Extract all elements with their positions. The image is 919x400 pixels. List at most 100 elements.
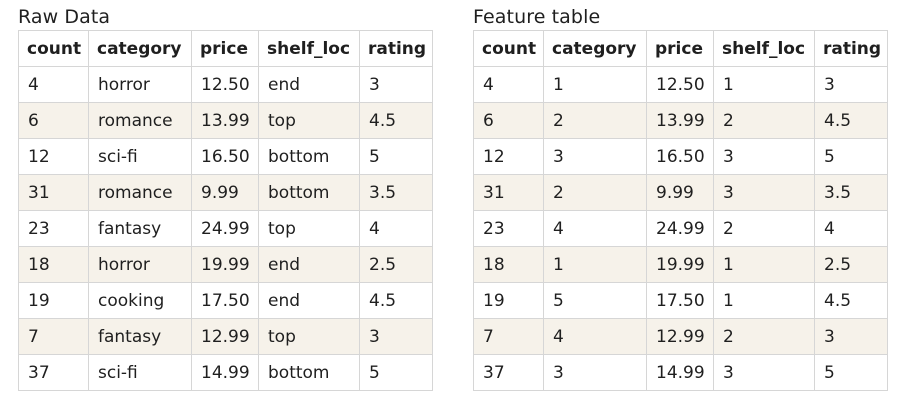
table-cell: 12 xyxy=(18,138,89,175)
table-cell: 2 xyxy=(543,174,647,211)
table-cell: top xyxy=(258,102,360,139)
table-row: 7 fantasy 12.99 top 3 xyxy=(18,318,433,355)
feature-table-body: 4 1 12.50 1 3 6 2 13.99 2 4.5 12 3 16.50… xyxy=(473,66,888,391)
table-cell: 9.99 xyxy=(191,174,259,211)
table-cell: 17.50 xyxy=(191,282,259,319)
raw-header-row: count category price shelf_loc rating xyxy=(18,30,433,67)
table-cell: 6 xyxy=(18,102,89,139)
table-row: 23 fantasy 24.99 top 4 xyxy=(18,210,433,247)
table-cell: sci-fi xyxy=(88,138,192,175)
table-cell: 2 xyxy=(543,102,647,139)
table-cell: bottom xyxy=(258,138,360,175)
table-cell: horror xyxy=(88,66,192,103)
table-cell: 17.50 xyxy=(646,282,714,319)
table-cell: 2.5 xyxy=(814,246,888,283)
table-cell: 4 xyxy=(814,210,888,247)
table-cell: 3 xyxy=(359,66,433,103)
table-cell: 19 xyxy=(473,282,544,319)
table-cell: 3.5 xyxy=(359,174,433,211)
table-cell: 5 xyxy=(543,282,647,319)
table-row: 4 1 12.50 1 3 xyxy=(473,66,888,103)
raw-header-category: category xyxy=(88,30,192,67)
feature-header-shelf-loc: shelf_loc xyxy=(713,30,815,67)
feature-table: count category price shelf_loc rating 4 … xyxy=(473,30,888,391)
raw-data-title: Raw Data xyxy=(18,6,111,28)
table-row: 12 sci-fi 16.50 bottom 5 xyxy=(18,138,433,175)
table-cell: bottom xyxy=(258,174,360,211)
table-cell: 12.50 xyxy=(191,66,259,103)
raw-header-shelf-loc: shelf_loc xyxy=(258,30,360,67)
table-cell: 1 xyxy=(713,246,815,283)
table-row: 37 3 14.99 3 5 xyxy=(473,354,888,391)
raw-data-panel: Raw Data count category price shelf_loc … xyxy=(18,4,433,391)
table-cell: 4.5 xyxy=(359,282,433,319)
table-cell: 4.5 xyxy=(814,282,888,319)
raw-header-rating: rating xyxy=(359,30,433,67)
table-cell: 5 xyxy=(814,354,888,391)
table-cell: 18 xyxy=(473,246,544,283)
table-cell: 1 xyxy=(713,66,815,103)
table-cell: fantasy xyxy=(88,318,192,355)
table-cell: 14.99 xyxy=(191,354,259,391)
table-cell: 5 xyxy=(359,138,433,175)
table-row: 19 cooking 17.50 end 4.5 xyxy=(18,282,433,319)
table-cell: 23 xyxy=(473,210,544,247)
feature-header-price: price xyxy=(646,30,714,67)
table-cell: end xyxy=(258,282,360,319)
table-row: 37 sci-fi 14.99 bottom 5 xyxy=(18,354,433,391)
table-cell: 7 xyxy=(18,318,89,355)
table-cell: 19 xyxy=(18,282,89,319)
feature-header-row: count category price shelf_loc rating xyxy=(473,30,888,67)
table-row: 18 1 19.99 1 2.5 xyxy=(473,246,888,283)
table-row: 31 romance 9.99 bottom 3.5 xyxy=(18,174,433,211)
table-row: 18 horror 19.99 end 2.5 xyxy=(18,246,433,283)
table-row: 7 4 12.99 2 3 xyxy=(473,318,888,355)
table-cell: bottom xyxy=(258,354,360,391)
table-cell: 31 xyxy=(473,174,544,211)
raw-table-body: 4 horror 12.50 end 3 6 romance 13.99 top… xyxy=(18,66,433,391)
table-cell: 4.5 xyxy=(814,102,888,139)
table-cell: 23 xyxy=(18,210,89,247)
table-cell: 3 xyxy=(359,318,433,355)
table-cell: 1 xyxy=(543,66,647,103)
table-row: 4 horror 12.50 end 3 xyxy=(18,66,433,103)
table-cell: 12 xyxy=(473,138,544,175)
table-cell: 18 xyxy=(18,246,89,283)
table-cell: 12.50 xyxy=(646,66,714,103)
feature-header-category: category xyxy=(543,30,647,67)
table-cell: 4 xyxy=(473,66,544,103)
raw-header-price: price xyxy=(191,30,259,67)
table-row: 31 2 9.99 3 3.5 xyxy=(473,174,888,211)
table-cell: 3 xyxy=(713,174,815,211)
table-cell: 4.5 xyxy=(359,102,433,139)
table-cell: 12.99 xyxy=(646,318,714,355)
table-cell: 5 xyxy=(814,138,888,175)
feature-table-panel: Feature table count category price shelf… xyxy=(473,4,888,391)
table-cell: 19.99 xyxy=(191,246,259,283)
feature-table-title: Feature table xyxy=(473,6,601,28)
raw-data-table: count category price shelf_loc rating 4 … xyxy=(18,30,433,391)
table-row: 6 2 13.99 2 4.5 xyxy=(473,102,888,139)
table-cell: 24.99 xyxy=(191,210,259,247)
table-cell: 3 xyxy=(814,66,888,103)
table-cell: 4 xyxy=(359,210,433,247)
table-cell: 1 xyxy=(713,282,815,319)
table-cell: 3.5 xyxy=(814,174,888,211)
table-row: 12 3 16.50 3 5 xyxy=(473,138,888,175)
feature-header-count: count xyxy=(473,30,544,67)
table-cell: 4 xyxy=(18,66,89,103)
table-cell: horror xyxy=(88,246,192,283)
table-cell: 19.99 xyxy=(646,246,714,283)
table-cell: 1 xyxy=(543,246,647,283)
table-row: 23 4 24.99 2 4 xyxy=(473,210,888,247)
table-cell: romance xyxy=(88,174,192,211)
table-cell: 16.50 xyxy=(191,138,259,175)
table-cell: 4 xyxy=(543,210,647,247)
table-cell: sci-fi xyxy=(88,354,192,391)
table-cell: 2 xyxy=(713,102,815,139)
table-cell: 3 xyxy=(713,354,815,391)
table-cell: top xyxy=(258,210,360,247)
table-cell: 16.50 xyxy=(646,138,714,175)
table-cell: 37 xyxy=(18,354,89,391)
table-cell: 5 xyxy=(359,354,433,391)
